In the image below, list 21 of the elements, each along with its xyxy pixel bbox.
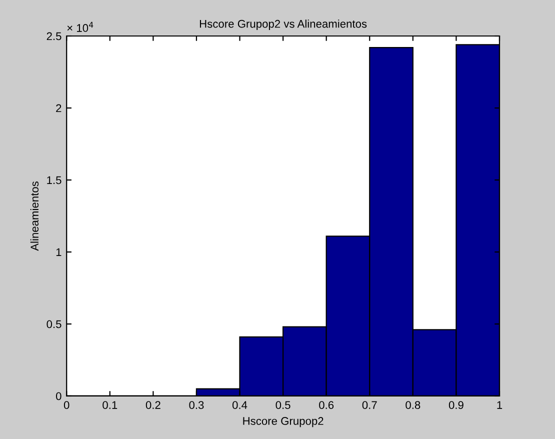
x-tick-label: 0.2 xyxy=(146,401,160,409)
y-tick-label: 0.5 xyxy=(46,320,62,328)
y-tick-label: 2.5 xyxy=(46,32,62,40)
y-axis-title: Alineamientos xyxy=(30,181,39,251)
x-tick-label: 0.3 xyxy=(189,401,204,409)
chart-title: Hscore Grupop2 vs Alineamientos xyxy=(200,20,367,30)
x-tick-label: 0.6 xyxy=(319,401,334,409)
x-axis-title: Hscore Grupop2 xyxy=(243,417,324,428)
y-tick-label: 0 xyxy=(56,392,62,400)
x-tick-label: 0.9 xyxy=(448,401,464,409)
x-tick-label: 1 xyxy=(497,401,502,409)
x-tick-label: 0.5 xyxy=(276,401,290,409)
x-tick-label: 0.1 xyxy=(102,401,118,409)
x-tick-label: 0.8 xyxy=(406,401,420,409)
y-tick-label: 1.5 xyxy=(47,176,62,184)
y-tick-label: 2 xyxy=(56,104,62,112)
y-tick-label: 1 xyxy=(56,248,62,256)
x-tick-label: 0.4 xyxy=(232,401,248,409)
x-tick-label: 0.7 xyxy=(362,401,377,409)
text: × 10$^{4}$ xyxy=(67,22,94,32)
x-tick-label: 0 xyxy=(64,401,70,409)
